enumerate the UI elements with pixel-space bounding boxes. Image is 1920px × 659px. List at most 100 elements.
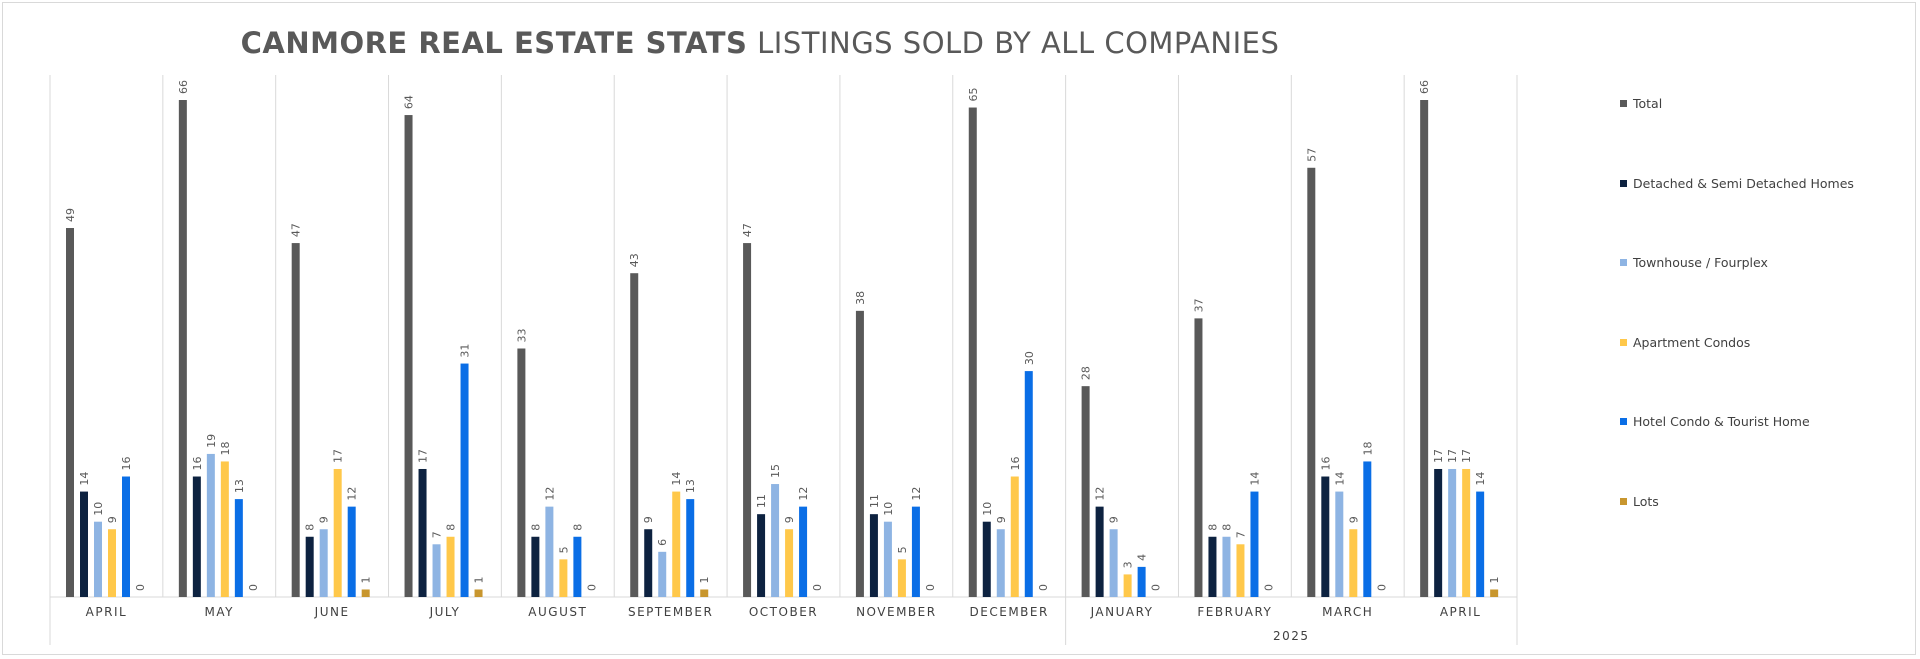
bar-apartment-condos <box>1010 476 1019 597</box>
bar-hotel-condo-tourist-home <box>234 499 243 597</box>
data-label: 13 <box>233 479 246 493</box>
bar-townhouse-fourplex <box>94 521 102 597</box>
data-label: 66 <box>177 80 190 94</box>
data-label: 47 <box>290 223 303 237</box>
bar-hotel-condo-tourist-home <box>911 506 920 597</box>
data-label: 6 <box>656 539 669 546</box>
data-label: 9 <box>995 516 1008 523</box>
bar-apartment-condos <box>220 461 229 597</box>
bar-total <box>1307 167 1316 598</box>
bar-total <box>404 115 413 597</box>
data-label: 9 <box>642 516 655 523</box>
bar-total <box>855 310 864 597</box>
legend-label: Detached & Semi Detached Homes <box>1633 175 1854 191</box>
data-label: 11 <box>868 494 881 508</box>
bar-total <box>1420 100 1429 597</box>
x-tick-label: OCTOBER <box>749 605 818 619</box>
bar-townhouse-fourplex <box>1109 529 1118 597</box>
bar-detached-semi-detached-homes <box>1095 506 1104 597</box>
bar-hotel-condo-tourist-home <box>122 476 130 597</box>
chart-title-rest: LISTINGS SOLD BY ALL COMPANIES <box>757 26 1280 60</box>
data-label: 17 <box>332 449 345 463</box>
bar-detached-semi-detached-homes <box>531 536 540 597</box>
bar-townhouse-fourplex <box>1335 491 1344 597</box>
data-label: 9 <box>1347 516 1360 523</box>
legend-swatch <box>1620 418 1627 425</box>
bar-detached-semi-detached-homes <box>305 536 314 597</box>
x-tick-label: JANUARY <box>1090 605 1154 619</box>
data-label: 16 <box>1319 457 1332 471</box>
data-label: 57 <box>1305 148 1318 162</box>
bar-apartment-condos <box>333 468 342 597</box>
data-label: 8 <box>445 524 458 531</box>
legend-item: Apartment Condos <box>1620 335 1750 350</box>
data-label: 1 <box>360 576 373 583</box>
data-label: 12 <box>543 487 556 501</box>
x-tick-label: MAY <box>205 605 234 619</box>
data-label: 8 <box>529 524 542 531</box>
data-label: 33 <box>515 329 528 343</box>
data-label: 16 <box>1009 457 1022 471</box>
legend-swatch <box>1620 497 1627 505</box>
bar-lots <box>361 589 370 597</box>
bar-hotel-condo-tourist-home <box>1250 491 1259 597</box>
bar-apartment-condos <box>108 529 116 597</box>
data-label: 64 <box>403 95 416 109</box>
x-tick-label: APRIL <box>1440 605 1482 619</box>
data-label: 17 <box>1460 449 1473 463</box>
data-label: 17 <box>1446 449 1459 463</box>
legend-swatch <box>1620 179 1627 187</box>
data-label: 14 <box>1248 472 1261 486</box>
data-label: 0 <box>247 584 260 591</box>
bar-lots <box>474 589 483 597</box>
x-tick-label: DECEMBER <box>970 605 1049 619</box>
bar-apartment-condos <box>1349 529 1358 597</box>
legend-item: Detached & Semi Detached Homes <box>1620 176 1854 191</box>
data-label: 17 <box>1432 449 1445 463</box>
data-label: 9 <box>783 516 796 523</box>
data-label: 19 <box>205 434 218 448</box>
bar-hotel-condo-tourist-home <box>347 506 356 597</box>
bar-total <box>517 348 526 597</box>
data-label: 15 <box>769 464 782 478</box>
data-label: 37 <box>1192 298 1205 312</box>
data-label: 1 <box>1488 576 1501 583</box>
data-label: 14 <box>670 472 683 486</box>
bar-apartment-condos <box>1123 574 1132 597</box>
legend-item: Total <box>1620 96 1662 111</box>
data-label: 10 <box>981 502 994 516</box>
data-label: 12 <box>346 487 359 501</box>
data-label: 0 <box>1375 584 1388 591</box>
x-tick-label: NOVEMBER <box>856 605 937 619</box>
data-label: 1 <box>473 576 486 583</box>
data-label: 47 <box>741 223 754 237</box>
bar-lots <box>1490 589 1499 597</box>
data-label: 5 <box>557 546 570 553</box>
data-label: 12 <box>797 487 810 501</box>
bar-detached-semi-detached-homes <box>80 491 88 597</box>
legend-item: Hotel Condo & Tourist Home <box>1620 414 1810 429</box>
data-label: 14 <box>1474 472 1487 486</box>
x-tick-label: APRIL <box>86 605 128 619</box>
bar-hotel-condo-tourist-home <box>686 499 695 597</box>
data-label: 7 <box>1234 531 1247 538</box>
bar-total <box>66 228 74 598</box>
legend-item: Townhouse / Fourplex <box>1620 255 1768 270</box>
bar-townhouse-fourplex <box>771 484 780 597</box>
data-label: 16 <box>191 457 204 471</box>
bar-detached-semi-detached-homes <box>757 514 766 597</box>
bar-total <box>1194 318 1203 597</box>
data-label: 14 <box>78 472 91 486</box>
bar-total <box>291 243 300 598</box>
data-label: 0 <box>585 584 598 591</box>
data-label: 10 <box>882 502 895 516</box>
data-label: 16 <box>120 457 133 471</box>
data-label: 9 <box>318 516 331 523</box>
x-tick-label: MARCH <box>1322 605 1373 619</box>
data-label: 17 <box>417 449 430 463</box>
data-label: 66 <box>1418 80 1431 94</box>
data-label: 1 <box>698 576 711 583</box>
x-tick-label: JULY <box>429 605 461 619</box>
data-label: 0 <box>134 584 147 591</box>
